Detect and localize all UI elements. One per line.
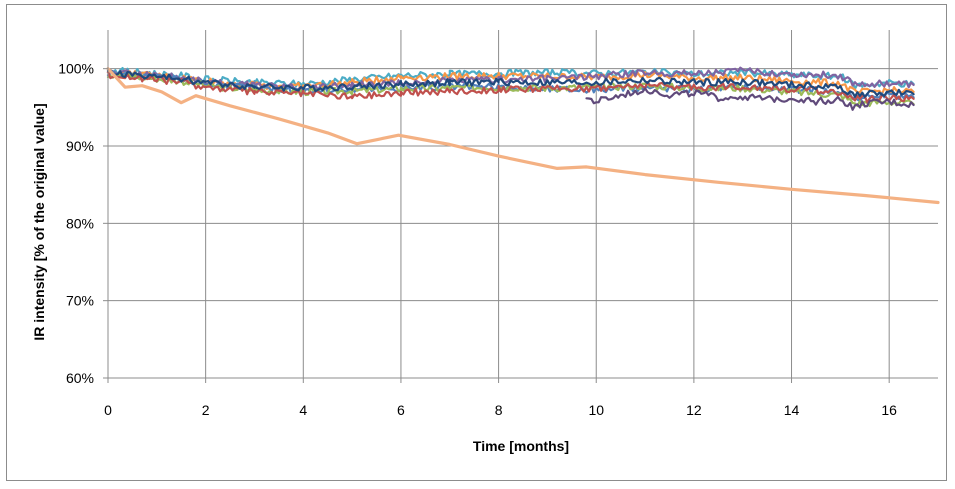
axes bbox=[103, 30, 938, 383]
x-tick-label: 8 bbox=[495, 402, 503, 418]
y-tick-label: 80% bbox=[66, 215, 94, 231]
y-axis-title: IR intensity [% of the original value] bbox=[31, 103, 47, 340]
x-tick-label: 16 bbox=[881, 402, 897, 418]
y-tick-label: 90% bbox=[66, 138, 94, 154]
x-axis-title: Time [months] bbox=[473, 438, 569, 454]
series-line-emphasis bbox=[106, 67, 940, 205]
x-tick-label: 12 bbox=[686, 402, 702, 418]
y-tick-label: 100% bbox=[58, 61, 94, 77]
x-tick-label: 6 bbox=[397, 402, 405, 418]
series-lines bbox=[106, 66, 940, 205]
series-line bbox=[585, 87, 915, 111]
x-tick-label: 14 bbox=[784, 402, 800, 418]
y-tick-label: 60% bbox=[66, 370, 94, 386]
x-tick-label: 10 bbox=[588, 402, 604, 418]
series-line bbox=[106, 69, 915, 98]
x-tick-label: 2 bbox=[202, 402, 210, 418]
x-tick-label: 0 bbox=[104, 402, 112, 418]
tick-labels: 60% 70% 80% 90% 100% 0 2 4 6 8 10 12 14 16 bbox=[58, 61, 897, 418]
y-tick-label: 70% bbox=[66, 293, 94, 309]
x-tick-label: 4 bbox=[299, 402, 307, 418]
